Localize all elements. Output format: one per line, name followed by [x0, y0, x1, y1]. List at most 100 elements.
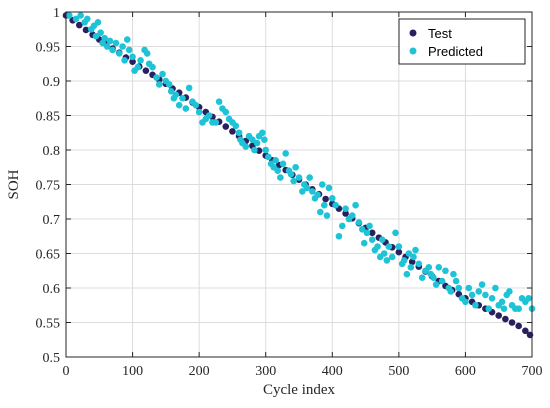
y-axis-label: SOH	[6, 169, 22, 199]
legend-label-predicted: Predicted	[428, 44, 483, 59]
data-point-predicted	[205, 112, 213, 119]
data-point-predicted	[137, 57, 144, 64]
data-point-predicted	[262, 146, 270, 154]
data-point-predicted	[380, 250, 388, 257]
data-point-predicted	[106, 37, 114, 45]
data-point-predicted	[123, 36, 131, 43]
data-point-predicted	[482, 291, 489, 299]
data-point-predicted	[153, 74, 160, 81]
y-tick-label: 0.95	[36, 41, 61, 56]
data-point-predicted	[259, 129, 266, 137]
data-point-test	[322, 195, 329, 203]
data-point-predicted	[134, 63, 142, 71]
data-point-predicted	[92, 32, 100, 40]
data-point-predicted	[97, 29, 104, 36]
data-point-predicted	[400, 257, 408, 264]
y-tick-label: 0.9	[43, 75, 61, 90]
data-point-predicted	[253, 139, 261, 147]
data-point-predicted	[292, 163, 299, 171]
data-point-predicted	[395, 243, 403, 250]
data-point-test	[76, 21, 83, 29]
data-point-predicted	[358, 226, 366, 233]
data-point-predicted	[125, 46, 133, 54]
data-point-predicted	[415, 260, 423, 268]
data-point-predicted	[185, 84, 193, 92]
x-tick-label: 400	[322, 364, 343, 379]
data-point-test	[395, 248, 403, 256]
data-point-predicted	[418, 274, 426, 281]
data-point-predicted	[159, 70, 166, 78]
data-point-predicted	[94, 19, 102, 26]
data-point-predicted	[232, 122, 240, 130]
data-point-predicted	[215, 98, 223, 105]
data-point-predicted	[455, 284, 463, 292]
data-point-predicted	[317, 208, 324, 216]
data-point-test	[502, 315, 509, 323]
data-point-predicted	[290, 177, 297, 185]
data-point-predicted	[328, 195, 336, 202]
data-point-predicted	[383, 257, 391, 264]
legend-box	[398, 18, 526, 65]
data-point-predicted	[149, 63, 156, 71]
legend-marker-predicted	[409, 47, 417, 55]
data-point-predicted	[274, 167, 281, 174]
data-point-predicted	[261, 136, 268, 143]
legend-marker-test	[409, 29, 417, 37]
data-point-predicted	[295, 174, 303, 181]
data-point-predicted	[462, 298, 469, 306]
data-point-predicted	[103, 43, 111, 50]
x-tick-label: 300	[255, 364, 276, 379]
data-point-predicted	[251, 146, 258, 154]
data-point-predicted	[101, 34, 108, 42]
x-tick-label: 700	[522, 364, 543, 379]
data-point-predicted	[265, 153, 272, 161]
data-point-test	[142, 67, 150, 74]
data-point-predicted	[525, 295, 532, 302]
data-point-predicted	[500, 305, 508, 313]
plot-frame	[65, 11, 533, 358]
x-tick-label: 600	[455, 364, 476, 379]
data-point-predicted	[432, 281, 440, 288]
data-point-predicted	[452, 277, 460, 285]
legend: Test Predicted	[398, 18, 526, 65]
x-tick-label: 200	[189, 364, 210, 379]
data-point-predicted	[303, 184, 311, 192]
data-point-predicted	[320, 201, 328, 209]
x-tick-label: 500	[388, 364, 409, 379]
data-point-predicted	[378, 236, 386, 243]
data-point-predicted	[314, 191, 321, 199]
data-point-test	[229, 128, 236, 135]
data-point-predicted	[155, 81, 163, 88]
data-point-predicted	[435, 264, 443, 271]
data-point-predicted	[282, 150, 289, 157]
data-point-predicted	[121, 57, 128, 64]
data-point-predicted	[325, 184, 333, 192]
y-tick-label: 1	[53, 6, 60, 21]
data-point-predicted	[287, 170, 295, 178]
data-point-predicted	[412, 246, 419, 254]
data-point-predicted	[179, 94, 186, 102]
data-point-predicted	[72, 15, 80, 23]
data-point-predicted	[352, 201, 359, 209]
data-point-predicted	[323, 212, 331, 219]
data-point-predicted	[363, 229, 371, 237]
grid-lines	[65, 11, 533, 358]
data-point-predicted	[109, 46, 116, 54]
data-point-predicted	[242, 143, 250, 150]
data-point-predicted	[279, 160, 287, 168]
data-point-predicted	[277, 174, 284, 181]
data-point-predicted	[309, 188, 316, 195]
data-point-predicted	[407, 264, 415, 271]
data-point-predicted	[77, 12, 84, 19]
x-axis-ticks: 0 100 200 300 400 500 600 700	[63, 12, 543, 379]
data-point-test	[342, 210, 349, 217]
y-tick-label: 0.55	[36, 317, 61, 332]
data-point-predicted	[192, 101, 200, 109]
data-point-predicted	[475, 288, 483, 295]
data-point-predicted	[468, 291, 476, 299]
data-point-predicted	[348, 212, 356, 219]
data-point-predicted	[478, 281, 486, 288]
y-axis-ticks: 0.5 0.55 0.6 0.65 0.7 0.75 0.8 0.85 0.9 0.95 1	[36, 6, 532, 366]
y-tick-label: 0.75	[36, 179, 61, 194]
